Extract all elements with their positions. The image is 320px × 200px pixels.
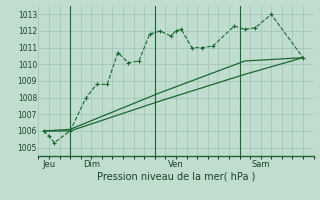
X-axis label: Pression niveau de la mer( hPa ): Pression niveau de la mer( hPa ) bbox=[97, 172, 255, 182]
